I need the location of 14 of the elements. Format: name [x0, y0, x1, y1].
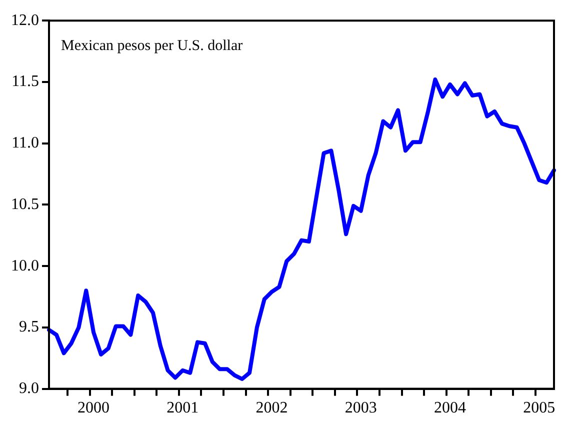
y-tick-label: 10.0: [11, 257, 39, 274]
x-tick-label: 2002: [256, 400, 288, 417]
y-tick-label: 9.5: [19, 318, 39, 336]
annotation: Mexican pesos per U.S. dollar: [61, 38, 243, 54]
y-tick-label: 9.0: [19, 380, 39, 398]
x-tick-label: 2000: [78, 400, 110, 417]
y-tick-label: 12.0: [11, 12, 39, 29]
y-tick-label: 11.5: [12, 73, 39, 90]
x-tick-label: 2004: [434, 400, 466, 417]
y-tick-label: 11.0: [12, 134, 39, 152]
x-tick-label: 2003: [344, 400, 377, 417]
x-tick-label: 2001: [166, 400, 199, 417]
x-tick-label: 2005: [523, 400, 556, 417]
y-tick-label: 10.5: [11, 196, 39, 213]
